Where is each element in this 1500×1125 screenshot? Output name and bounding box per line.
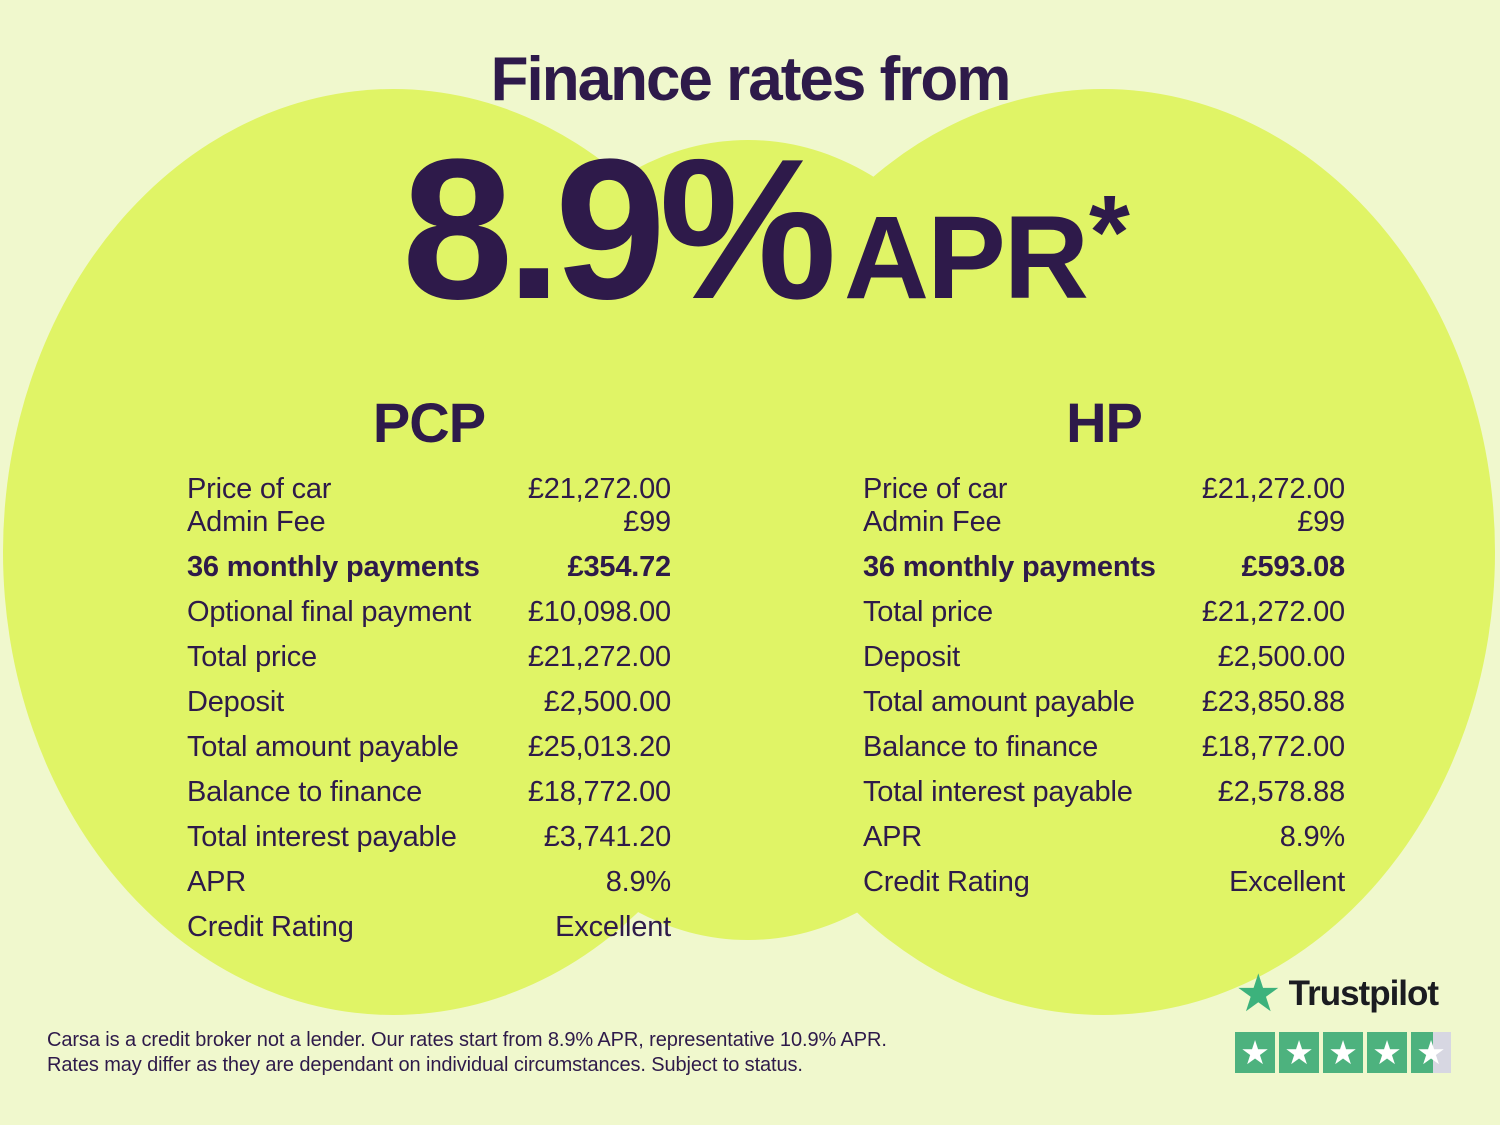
row-label: 36 monthly payments: [187, 551, 480, 583]
row-value: £21,272.00: [527, 473, 671, 505]
trustpilot-widget: ★ Trustpilot ★ ★ ★ ★ ★: [1235, 968, 1455, 1073]
row-label: Price of car: [187, 473, 332, 505]
table-row: Price of car £21,272.00: [187, 470, 671, 508]
table-row: 36 monthly payments £593.08: [863, 548, 1345, 586]
row-label: Deposit: [187, 686, 284, 718]
row-label: Balance to finance: [187, 776, 423, 808]
row-label: Price of car: [863, 473, 1008, 505]
star-icon: ★: [1284, 1033, 1314, 1072]
table-row: Credit Rating Excellent: [863, 863, 1345, 901]
pcp-heading: PCP: [372, 391, 486, 454]
row-value: Excellent: [1229, 866, 1345, 898]
row-value: £23,850.88: [1201, 686, 1345, 718]
headline-rate: 8.9% APR*: [402, 130, 1130, 330]
page-title: Finance rates from: [490, 45, 1012, 114]
row-value: £21,272.00: [1201, 596, 1345, 628]
row-label: Total price: [863, 596, 993, 628]
trustpilot-logo: ★ Trustpilot: [1235, 968, 1455, 1020]
table-row: Deposit £2,500.00: [863, 638, 1345, 676]
row-value: £354.72: [567, 551, 672, 583]
row-value: £99: [623, 506, 671, 538]
table-row: Total interest payable £3,741.20: [187, 818, 671, 856]
hp-heading: HP: [1066, 391, 1143, 454]
disclaimer-line-1: Carsa is a credit broker not a lender. O…: [47, 1029, 887, 1051]
disclaimer: Carsa is a credit broker not a lender. O…: [47, 1028, 887, 1078]
row-label: APR: [187, 866, 247, 898]
table-row: Optional final payment £10,098.00: [187, 593, 671, 631]
row-value: £2,500.00: [543, 686, 671, 718]
table-row: Total interest payable £2,578.88: [863, 773, 1345, 811]
table-row: APR 8.9%: [863, 818, 1345, 856]
row-label: Total interest payable: [863, 776, 1133, 808]
table-row: Balance to finance £18,772.00: [187, 773, 671, 811]
row-label: Admin Fee: [187, 506, 326, 538]
rating-star-box-partial: ★: [1411, 1032, 1451, 1073]
row-label: Total price: [187, 641, 317, 673]
pcp-table: Price of car £21,272.00 Admin Fee £99 36…: [187, 470, 671, 970]
hp-table: Price of car £21,272.00 Admin Fee £99 36…: [863, 470, 1345, 970]
rating-star-box: ★: [1323, 1032, 1363, 1073]
row-value: £18,772.00: [527, 776, 671, 808]
row-label: Total amount payable: [187, 731, 459, 763]
table-row: Balance to finance £18,772.00: [863, 728, 1345, 766]
rating-star-box: ★: [1235, 1032, 1275, 1073]
table-row: Price of car £21,272.00: [863, 470, 1345, 508]
table-row: Credit Rating Excellent: [187, 908, 671, 946]
table-row: Admin Fee £99: [187, 503, 671, 541]
star-icon: ★: [1328, 1033, 1358, 1072]
row-label: Balance to finance: [863, 731, 1099, 763]
rate-value: 8.9%: [402, 118, 837, 341]
row-value: £10,098.00: [527, 596, 671, 628]
row-value: 8.9%: [605, 866, 672, 898]
table-row: Total amount payable £23,850.88: [863, 683, 1345, 721]
row-value: £25,013.20: [527, 731, 671, 763]
row-label: Credit Rating: [863, 866, 1030, 898]
row-value: £21,272.00: [527, 641, 671, 673]
rate-suffix: APR: [843, 192, 1089, 324]
table-row: Deposit £2,500.00: [187, 683, 671, 721]
row-label: APR: [863, 821, 923, 853]
table-row: Total price £21,272.00: [863, 593, 1345, 631]
row-label: 36 monthly payments: [863, 551, 1156, 583]
rating-star-box: ★: [1279, 1032, 1319, 1073]
middle-blob: [448, 140, 1048, 940]
row-value: £21,272.00: [1201, 473, 1345, 505]
row-value: £99: [1297, 506, 1345, 538]
row-value: £2,500.00: [1217, 641, 1345, 673]
row-label: Total interest payable: [187, 821, 457, 853]
row-label: Admin Fee: [863, 506, 1002, 538]
star-icon: ★: [1372, 1033, 1402, 1072]
row-label: Total amount payable: [863, 686, 1135, 718]
star-icon: ★: [1240, 1033, 1270, 1072]
row-label: Credit Rating: [187, 911, 354, 943]
row-label: Deposit: [863, 641, 960, 673]
trustpilot-star-icon: ★: [1235, 964, 1282, 1024]
row-value: £3,741.20: [543, 821, 671, 853]
table-row: Total amount payable £25,013.20: [187, 728, 671, 766]
table-row: Total price £21,272.00: [187, 638, 671, 676]
rating-star-box: ★: [1367, 1032, 1407, 1073]
table-row: APR 8.9%: [187, 863, 671, 901]
row-value: £18,772.00: [1201, 731, 1345, 763]
footnote-asterisk: *: [1089, 174, 1130, 291]
row-value: 8.9%: [1279, 821, 1346, 853]
trustpilot-wordmark: Trustpilot: [1288, 974, 1439, 1013]
star-icon: ★: [1416, 1033, 1446, 1072]
row-value: £2,578.88: [1217, 776, 1345, 808]
row-label: Optional final payment: [187, 596, 472, 628]
table-row: Admin Fee £99: [863, 503, 1345, 541]
disclaimer-line-2: Rates may differ as they are dependant o…: [47, 1054, 803, 1076]
row-value: £593.08: [1241, 551, 1346, 583]
table-row: 36 monthly payments £354.72: [187, 548, 671, 586]
row-value: Excellent: [555, 911, 671, 943]
trustpilot-rating-stars: ★ ★ ★ ★ ★: [1235, 1032, 1455, 1073]
